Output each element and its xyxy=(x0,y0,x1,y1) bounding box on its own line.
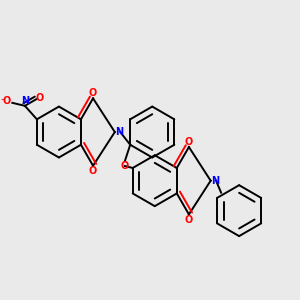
Text: O: O xyxy=(185,215,193,225)
Text: N: N xyxy=(21,96,29,106)
Text: O: O xyxy=(3,96,11,106)
Text: O: O xyxy=(89,88,97,98)
Text: O: O xyxy=(36,93,44,103)
Text: O: O xyxy=(121,161,129,171)
Text: O: O xyxy=(89,166,97,176)
Text: O: O xyxy=(185,136,193,147)
Text: N: N xyxy=(211,176,219,186)
Text: -: - xyxy=(0,94,4,104)
Text: N: N xyxy=(115,127,123,137)
